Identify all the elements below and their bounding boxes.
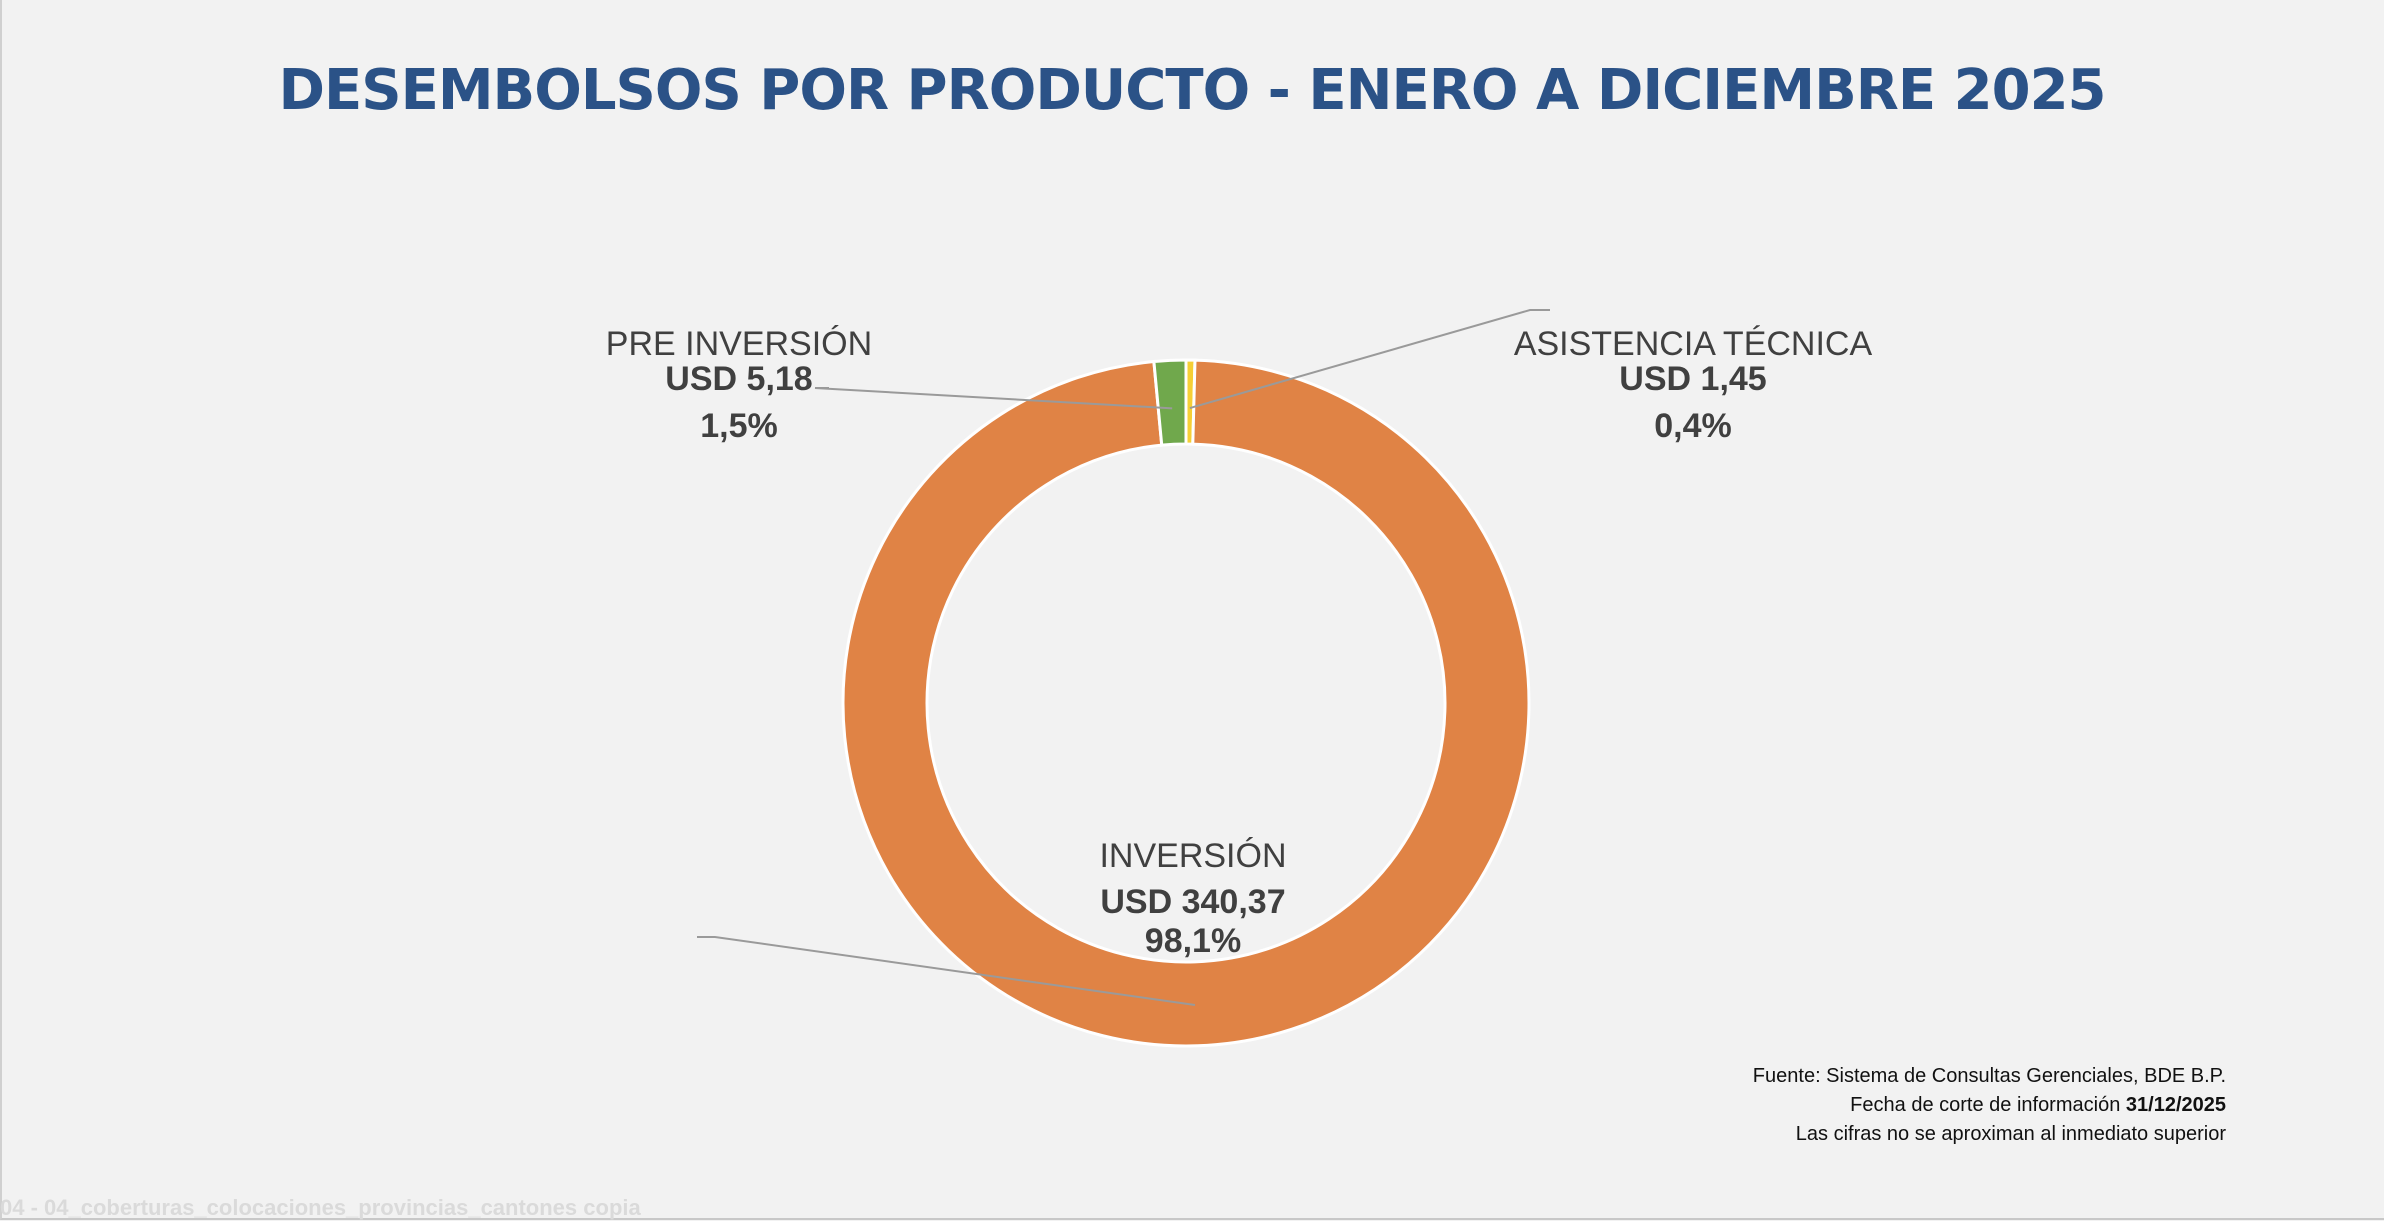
cutoff-date-value: 31/12/2025 [2125,1094,2226,1116]
label-value-asistencia-tecnica: USD 1,45 [1619,360,1766,398]
label-name-asistencia-tecnica: ASISTENCIA TÉCNICA [1514,325,1873,363]
label-value-pre-inversion: USD 5,18 [665,360,812,398]
cutoff-date-label: Fecha de corte de información [1850,1094,2121,1116]
leader-line-inversion [697,936,1196,1006]
slice-pre-inversion [1152,358,1188,447]
label-percent-asistencia-tecnica: 0,4% [1654,407,1732,445]
cutoff-date-line: Fecha de corte de información 31/12/2025 [1753,1091,2226,1120]
rounding-note: Las cifras no se aproximan al inmediato … [1795,1123,2226,1145]
source-note: Fuente: Sistema de Consultas Gerenciales… [1753,1062,2226,1149]
leader-line-asistencia-tecnica [1189,309,1550,410]
source-line: Fuente: Sistema de Consultas Gerenciales… [1752,1065,2226,1087]
leader-line-pre-inversion [814,387,1173,410]
label-name-pre-inversion: PRE INVERSIÓN [606,325,872,363]
donut-slices [841,358,1531,1048]
slice-inversion [841,358,1531,1048]
chart-title: DESEMBOLSOS POR PRODUCTO - ENERO A DICIE… [278,58,2107,123]
label-value-inversion: USD 340,37 [1100,883,1285,921]
label-name-inversion: INVERSIÓN [1099,837,1286,875]
leader-lines [697,309,1550,1006]
label-percent-inversion: 98,1% [1145,922,1241,960]
label-percent-pre-inversion: 1,5% [700,407,778,445]
file-name-watermark: 04 - 04_coberturas_colocaciones_provinci… [0,1195,641,1220]
